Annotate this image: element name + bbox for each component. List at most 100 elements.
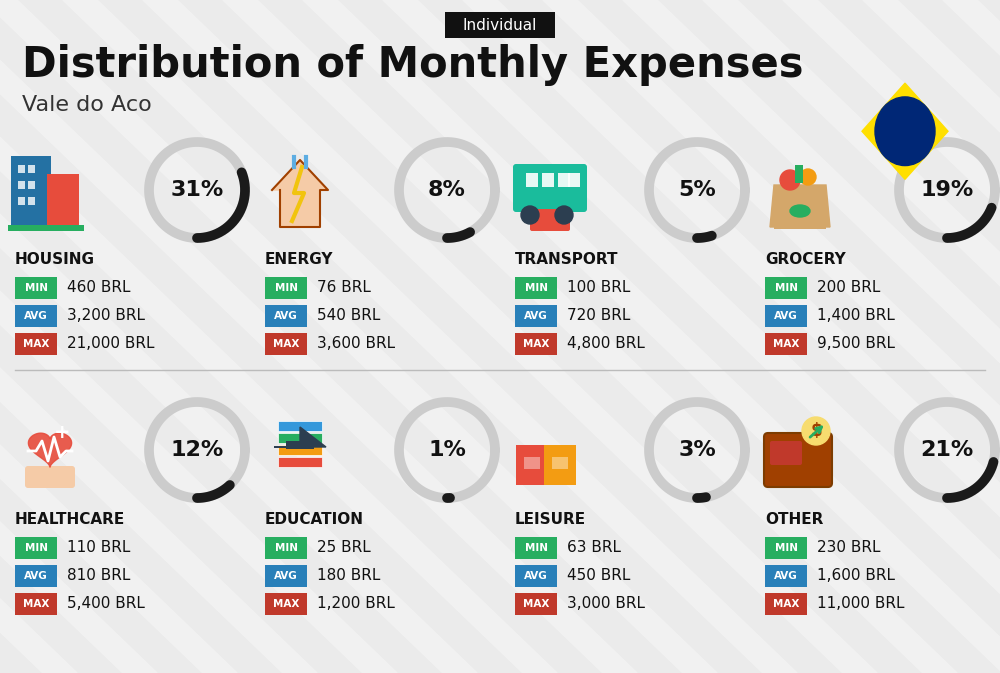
FancyBboxPatch shape: [552, 457, 568, 469]
Text: 100 BRL: 100 BRL: [567, 281, 630, 295]
FancyBboxPatch shape: [515, 277, 557, 299]
Text: 19%: 19%: [920, 180, 974, 200]
Text: MIN: MIN: [24, 283, 48, 293]
FancyBboxPatch shape: [265, 333, 307, 355]
FancyBboxPatch shape: [278, 445, 322, 455]
Text: 460 BRL: 460 BRL: [67, 281, 130, 295]
FancyBboxPatch shape: [15, 593, 57, 615]
FancyBboxPatch shape: [47, 174, 79, 228]
FancyBboxPatch shape: [278, 421, 322, 431]
Text: $: $: [810, 422, 822, 440]
Text: 5,400 BRL: 5,400 BRL: [67, 596, 145, 612]
Text: MIN: MIN: [524, 283, 548, 293]
Text: 3,200 BRL: 3,200 BRL: [67, 308, 145, 324]
Text: 3%: 3%: [678, 440, 716, 460]
Text: MIN: MIN: [774, 283, 798, 293]
Text: 25 BRL: 25 BRL: [317, 540, 371, 555]
FancyBboxPatch shape: [8, 225, 84, 231]
FancyBboxPatch shape: [18, 197, 25, 205]
FancyBboxPatch shape: [11, 156, 51, 228]
Text: 200 BRL: 200 BRL: [817, 281, 880, 295]
Text: 540 BRL: 540 BRL: [317, 308, 380, 324]
Text: 450 BRL: 450 BRL: [567, 569, 630, 583]
FancyBboxPatch shape: [515, 593, 557, 615]
Text: +: +: [54, 423, 70, 443]
Polygon shape: [770, 185, 830, 227]
FancyBboxPatch shape: [265, 277, 307, 299]
Text: 230 BRL: 230 BRL: [817, 540, 881, 555]
Text: ENERGY: ENERGY: [265, 252, 334, 267]
Text: 1%: 1%: [428, 440, 466, 460]
Text: 5%: 5%: [678, 180, 716, 200]
Text: Distribution of Monthly Expenses: Distribution of Monthly Expenses: [22, 44, 804, 86]
Circle shape: [521, 206, 539, 224]
FancyBboxPatch shape: [795, 165, 803, 183]
Circle shape: [555, 206, 573, 224]
FancyBboxPatch shape: [28, 181, 35, 189]
Text: AVG: AVG: [774, 571, 798, 581]
Text: 76 BRL: 76 BRL: [317, 281, 371, 295]
FancyBboxPatch shape: [286, 441, 314, 449]
Text: Vale do Aco: Vale do Aco: [22, 95, 152, 115]
Text: MIN: MIN: [274, 543, 298, 553]
FancyBboxPatch shape: [515, 537, 557, 559]
FancyBboxPatch shape: [515, 305, 557, 327]
Text: GROCERY: GROCERY: [765, 252, 846, 267]
Text: MAX: MAX: [773, 599, 799, 609]
FancyBboxPatch shape: [516, 445, 548, 485]
FancyBboxPatch shape: [265, 305, 307, 327]
Circle shape: [802, 417, 830, 445]
Polygon shape: [862, 83, 948, 179]
FancyBboxPatch shape: [770, 441, 802, 465]
Ellipse shape: [790, 205, 810, 217]
Text: AVG: AVG: [24, 311, 48, 321]
Text: AVG: AVG: [524, 571, 548, 581]
Text: MAX: MAX: [273, 599, 299, 609]
Text: 810 BRL: 810 BRL: [67, 569, 130, 583]
FancyBboxPatch shape: [278, 457, 322, 467]
FancyBboxPatch shape: [526, 173, 538, 187]
Text: AVG: AVG: [274, 311, 298, 321]
FancyBboxPatch shape: [278, 433, 322, 443]
Text: 3,600 BRL: 3,600 BRL: [317, 336, 395, 351]
FancyBboxPatch shape: [765, 305, 807, 327]
Text: 4,800 BRL: 4,800 BRL: [567, 336, 645, 351]
Text: 180 BRL: 180 BRL: [317, 569, 380, 583]
Text: MIN: MIN: [774, 543, 798, 553]
FancyBboxPatch shape: [542, 173, 554, 187]
Text: 21,000 BRL: 21,000 BRL: [67, 336, 154, 351]
Text: MAX: MAX: [273, 339, 299, 349]
FancyBboxPatch shape: [530, 209, 570, 231]
Text: OTHER: OTHER: [765, 513, 823, 528]
FancyBboxPatch shape: [765, 593, 807, 615]
Text: MAX: MAX: [23, 339, 49, 349]
Text: 21%: 21%: [920, 440, 974, 460]
Text: MAX: MAX: [773, 339, 799, 349]
FancyBboxPatch shape: [25, 466, 75, 488]
Text: MAX: MAX: [523, 599, 549, 609]
FancyBboxPatch shape: [15, 537, 57, 559]
Polygon shape: [272, 160, 328, 227]
Text: 1,600 BRL: 1,600 BRL: [817, 569, 895, 583]
Text: 720 BRL: 720 BRL: [567, 308, 630, 324]
FancyBboxPatch shape: [515, 333, 557, 355]
Polygon shape: [274, 427, 326, 447]
FancyBboxPatch shape: [544, 445, 576, 485]
Polygon shape: [28, 433, 72, 467]
FancyBboxPatch shape: [265, 593, 307, 615]
FancyBboxPatch shape: [265, 537, 307, 559]
Text: MAX: MAX: [23, 599, 49, 609]
Text: EDUCATION: EDUCATION: [265, 513, 364, 528]
Text: 9,500 BRL: 9,500 BRL: [817, 336, 895, 351]
FancyBboxPatch shape: [558, 173, 570, 187]
Text: AVG: AVG: [24, 571, 48, 581]
FancyBboxPatch shape: [18, 165, 25, 173]
Circle shape: [875, 97, 935, 166]
Text: 11,000 BRL: 11,000 BRL: [817, 596, 904, 612]
Text: 8%: 8%: [428, 180, 466, 200]
FancyBboxPatch shape: [774, 185, 826, 229]
Text: AVG: AVG: [274, 571, 298, 581]
Circle shape: [780, 170, 800, 190]
FancyBboxPatch shape: [765, 565, 807, 587]
Text: 110 BRL: 110 BRL: [67, 540, 130, 555]
